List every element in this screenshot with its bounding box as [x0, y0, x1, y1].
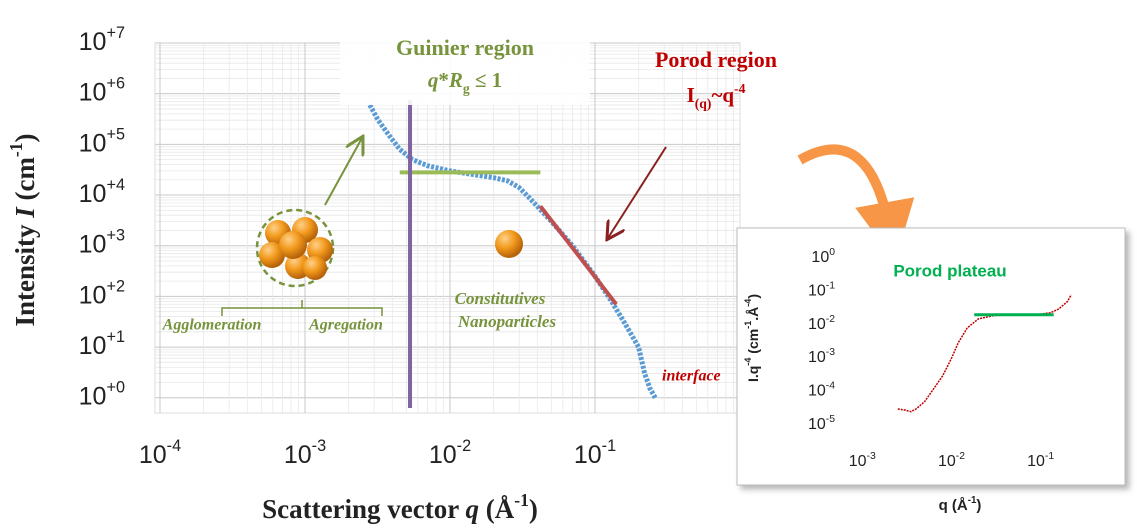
y-axis-title-part: ): [10, 133, 40, 142]
arrow: [324, 138, 362, 206]
inset-x-axis-title-part: q (Å: [939, 497, 968, 514]
porod-law-part: I: [687, 83, 695, 107]
y-axis-title-part: (cm: [10, 157, 40, 208]
x-axis-title-part: ): [529, 494, 538, 524]
inset-chart: 100 10-1 10-2 10-3 10-4 10-5 10-3 10-2 10-1 Porod…: [743, 247, 1072, 514]
inset-y-axis-title-part: -4: [743, 298, 753, 307]
inset-y-axis-title-part: (cm: [745, 329, 761, 358]
y-tick-label: 100: [811, 247, 835, 266]
inset-y-axis-title-part: -4: [743, 357, 753, 366]
arrow: [608, 146, 667, 238]
inset-frame: [736, 227, 1126, 486]
y-tick-label: 10-3: [808, 347, 835, 366]
inset-x-axis-title-part: ): [976, 497, 981, 514]
data-curve: [897, 294, 1072, 413]
guinier-condition: q*Rg ≤ 1: [428, 68, 502, 96]
interface-label: interface: [662, 368, 721, 385]
x-axis-title: Scattering vector q (Å-1): [262, 490, 538, 524]
inset-y-axis-title: I.q-4 (cm-1.Å-4): [743, 294, 760, 382]
data-curve: [367, 103, 658, 399]
y-tick-label: 10+7: [79, 24, 125, 55]
y-tick-label: 10-2: [808, 314, 835, 333]
y-tick-label: 10+5: [79, 126, 125, 157]
x-axis-title-part: (Å: [479, 494, 515, 524]
y-axis-title-part: -1: [6, 142, 26, 157]
fit-line: [538, 205, 618, 306]
guinier-condition-part: R: [448, 68, 463, 92]
x-tick-label: 10-3: [849, 451, 876, 470]
inset-x-axis-title-part: -1: [968, 495, 977, 506]
bracket: [221, 300, 383, 316]
y-tick-label: 10+0: [79, 379, 125, 410]
particles-label: Nanoparticles: [457, 312, 557, 331]
plateau-label: Porod plateau: [893, 261, 1006, 280]
porod-law-part: ~q: [711, 83, 734, 107]
x-tick-label: 10-2: [938, 451, 965, 470]
inset-y-axis-title-part: I.q: [745, 366, 761, 382]
x-tick-label: 10-3: [284, 437, 326, 468]
y-tick-label: 10+2: [79, 278, 125, 309]
y-tick-label: 10+4: [79, 176, 125, 207]
main-chart: 10+0 10+1 10+2 10+3 10+4 10+5 10+6 10+7 10-4 10-3…: [6, 24, 777, 524]
inset-x-axis-title: q (Å-1): [939, 495, 982, 514]
y-tick-label: 10-4: [808, 381, 835, 400]
y-axis-title-part: Intensity: [10, 218, 40, 327]
inset-y-axis-title-part: -1: [743, 321, 753, 329]
y-tick-label: 10-1: [808, 281, 835, 300]
particle: [495, 230, 523, 258]
x-tick-label: 10-1: [1027, 451, 1054, 470]
y-tick-label: 10+1: [79, 328, 125, 359]
curved-arrow: [797, 144, 915, 262]
porod-law-part: (q): [695, 96, 712, 112]
y-tick-label: 10+6: [79, 75, 125, 106]
guinier-condition-part: g: [463, 81, 470, 96]
x-tick-label: 10-4: [139, 437, 181, 468]
label-box: [340, 30, 590, 105]
y-tick-label: 10+3: [79, 227, 125, 258]
guinier-condition-part: q: [428, 68, 439, 92]
porod-law-part: -4: [734, 81, 746, 96]
guinier-condition-part: ≤ 1: [470, 68, 503, 92]
guinier-title: Guinier region: [396, 35, 534, 60]
cluster-outline: [255, 208, 335, 288]
porod-law: I(q)~q-4: [687, 81, 746, 112]
y-axis-title: Intensity I (cm-1): [6, 133, 40, 326]
porod-title: Porod region: [655, 47, 777, 72]
inset-y-axis-title-part: ): [745, 294, 761, 299]
scale-label: Agregation: [308, 317, 383, 334]
x-axis-title-part: Scattering vector: [262, 494, 465, 524]
scale-label: Agglomeration: [162, 317, 262, 334]
x-axis-title-part: q: [466, 494, 480, 524]
inset-y-axis-title-part: .Å: [745, 307, 761, 321]
cluster: [259, 217, 333, 280]
x-tick-label: 10-2: [429, 437, 471, 468]
x-tick-label: 10-1: [574, 437, 616, 468]
particles-label: Constitutives: [455, 289, 546, 308]
x-axis-title-part: -1: [514, 490, 529, 510]
guinier-condition-part: *: [438, 68, 449, 92]
y-tick-label: 10-5: [808, 414, 835, 433]
illustration: [221, 138, 915, 316]
y-axis-title-part: I: [10, 206, 40, 219]
